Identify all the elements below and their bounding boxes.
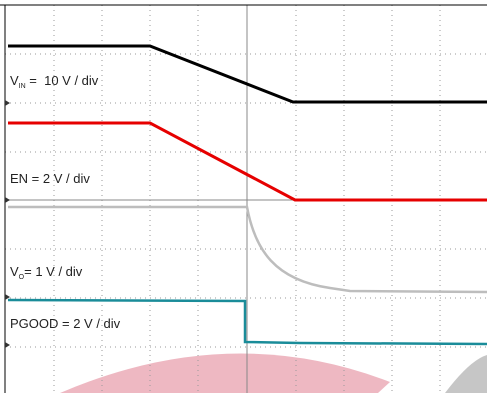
trace-pgood: [7, 298, 487, 346]
grid: [5, 5, 487, 393]
label-part: IN: [19, 83, 26, 90]
label-vo: VO= 1 V / div: [10, 264, 83, 281]
label-vin: VIN = 10 V / div: [10, 73, 99, 90]
channel-markers: [5, 100, 10, 348]
trace-vin: [8, 44, 487, 104]
watermark-shape: [445, 355, 487, 393]
trace-en: [8, 121, 487, 202]
label-part: V: [10, 264, 19, 279]
label-pgood: PGOOD = 2 V / div: [10, 316, 121, 331]
label-part: = 10 V / div: [26, 73, 99, 88]
label-part: = 1 V / div: [24, 264, 83, 279]
watermark-arc: [60, 353, 390, 393]
label-part: V: [10, 73, 19, 88]
label-part: O: [19, 274, 25, 281]
trace-vo: [8, 205, 487, 294]
label-en: EN = 2 V / div: [10, 171, 90, 186]
